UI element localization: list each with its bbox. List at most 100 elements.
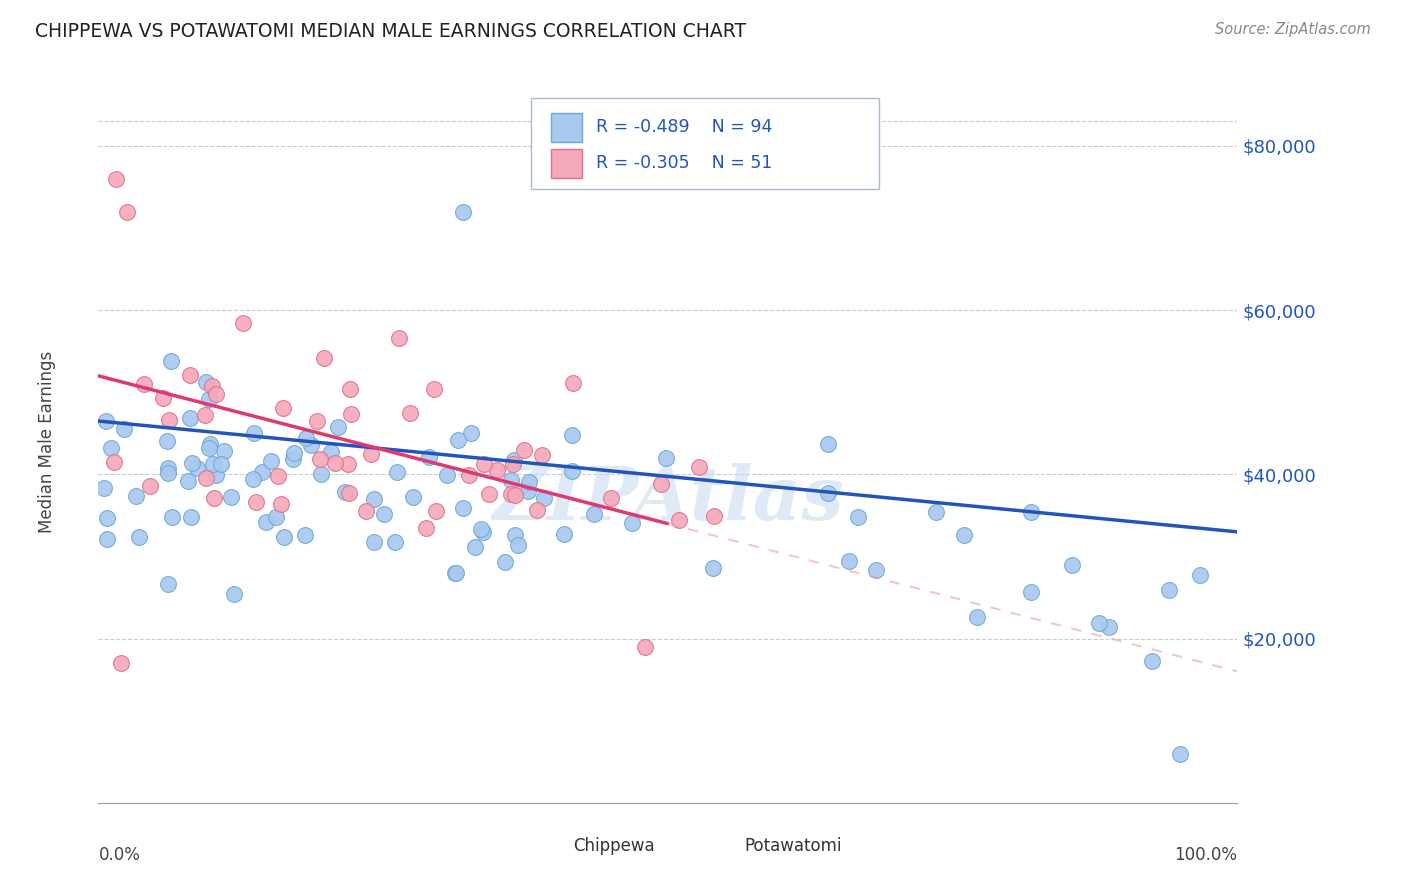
Point [561, 464, 583, 478]
Point [201, 457, 224, 471]
Point [470, 522, 492, 536]
Point [458, 468, 481, 483]
Point [219, 490, 242, 504]
Point [128, 530, 150, 544]
Point [451, 204, 474, 219]
Point [202, 491, 225, 505]
Point [846, 510, 869, 524]
Point [650, 476, 672, 491]
Point [177, 474, 200, 488]
Point [160, 509, 183, 524]
Point [100, 441, 122, 455]
Point [1157, 582, 1180, 597]
Point [385, 465, 408, 479]
Point [96, 414, 118, 428]
Point [311, 467, 333, 482]
Point [499, 487, 522, 501]
Point [561, 376, 583, 390]
Point [271, 401, 294, 416]
Point [260, 454, 283, 468]
Point [388, 331, 411, 345]
Point [553, 526, 575, 541]
Text: Source: ZipAtlas.com: Source: ZipAtlas.com [1215, 22, 1371, 37]
Point [526, 503, 548, 517]
Text: Median Male Earnings: Median Male Earnings [38, 351, 56, 533]
Point [204, 468, 226, 483]
Point [232, 316, 254, 330]
Point [1170, 747, 1192, 761]
Point [323, 456, 346, 470]
Point [865, 563, 887, 577]
Point [110, 657, 132, 671]
Point [125, 490, 148, 504]
Point [152, 391, 174, 405]
Point [530, 448, 553, 462]
Point [337, 486, 360, 500]
Point [634, 640, 657, 654]
Point [214, 443, 236, 458]
Point [503, 528, 526, 542]
Point [1062, 558, 1084, 573]
Point [132, 377, 155, 392]
Point [157, 412, 180, 426]
Point [472, 457, 495, 471]
FancyBboxPatch shape [537, 835, 562, 857]
Point [418, 450, 440, 464]
Point [503, 488, 526, 502]
Point [273, 529, 295, 543]
Point [494, 556, 516, 570]
Text: Chippewa: Chippewa [574, 838, 655, 855]
Point [485, 463, 508, 477]
Text: Potawatomi: Potawatomi [744, 838, 842, 855]
Point [266, 510, 288, 524]
Point [472, 525, 495, 540]
Point [209, 457, 232, 471]
Point [444, 566, 467, 581]
Point [195, 376, 218, 390]
FancyBboxPatch shape [707, 835, 733, 857]
Point [103, 455, 125, 469]
Point [838, 554, 860, 568]
Point [478, 487, 501, 501]
Point [333, 484, 356, 499]
FancyBboxPatch shape [551, 112, 582, 142]
Point [295, 431, 318, 445]
Point [266, 468, 288, 483]
Point [115, 204, 138, 219]
Point [464, 540, 486, 554]
Point [242, 472, 264, 486]
Point [703, 509, 725, 524]
Point [283, 446, 305, 460]
Point [398, 406, 420, 420]
Point [337, 457, 360, 471]
Point [198, 441, 221, 455]
Text: R = -0.489    N = 94: R = -0.489 N = 94 [596, 119, 772, 136]
Point [702, 561, 724, 575]
Point [96, 511, 118, 525]
FancyBboxPatch shape [531, 98, 879, 189]
Point [326, 419, 349, 434]
Point [197, 392, 219, 407]
Point [1019, 585, 1042, 599]
Point [503, 453, 526, 467]
Point [252, 466, 274, 480]
Point [339, 382, 361, 396]
Point [194, 409, 217, 423]
Point [513, 443, 536, 458]
Point [1019, 505, 1042, 519]
Point [447, 433, 470, 447]
Point [156, 576, 179, 591]
Point [506, 538, 529, 552]
Point [502, 457, 524, 471]
Point [363, 534, 385, 549]
Point [425, 504, 447, 518]
Point [360, 447, 382, 461]
Point [436, 468, 458, 483]
Point [1088, 616, 1111, 631]
Point [112, 422, 135, 436]
Point [423, 382, 446, 396]
Point [312, 351, 335, 366]
Point [179, 411, 201, 425]
Point [339, 407, 361, 421]
Point [281, 451, 304, 466]
